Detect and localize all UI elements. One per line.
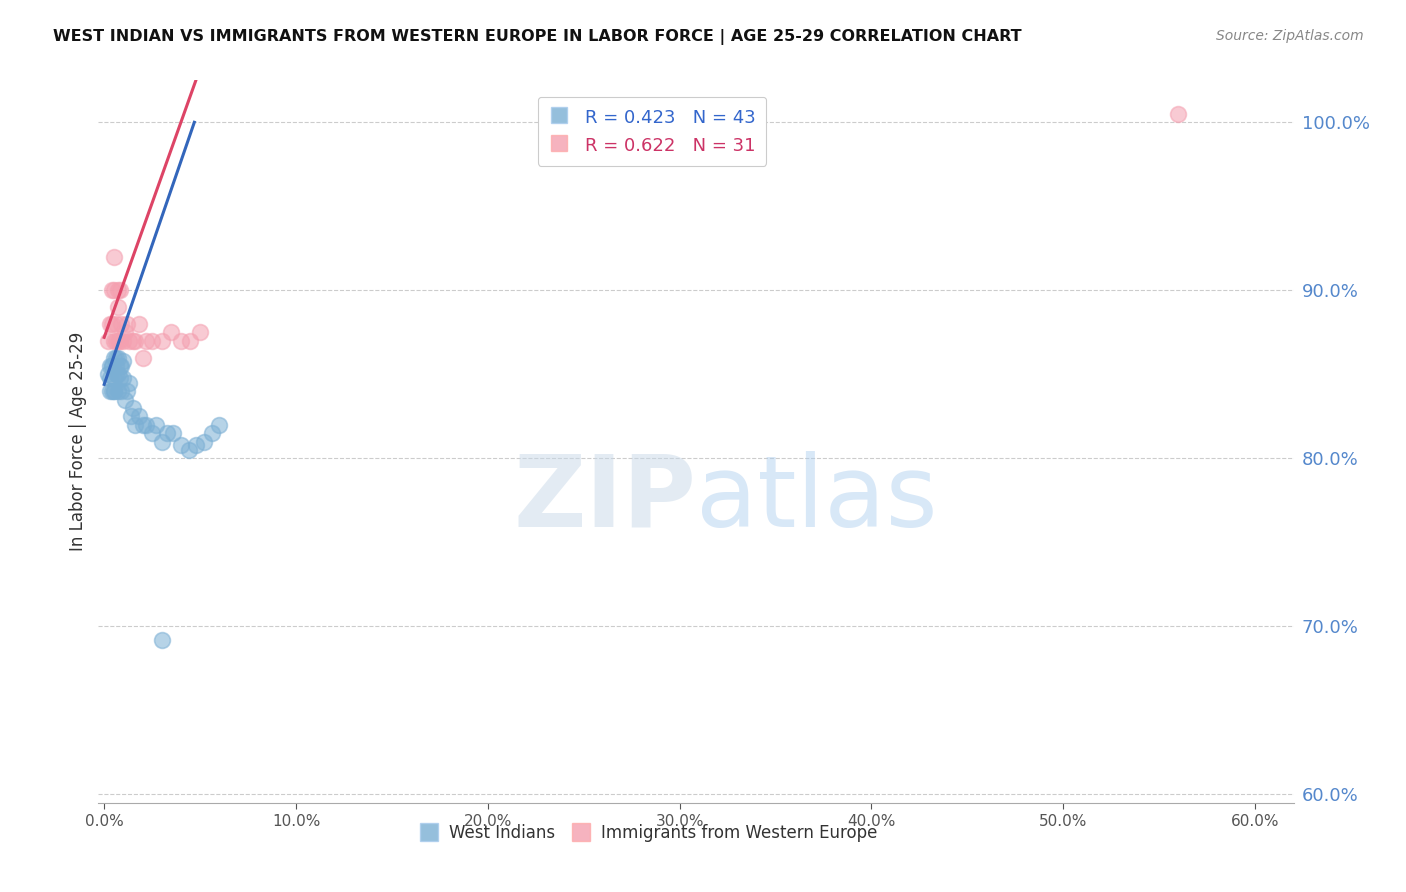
Point: [110, 384, 132, 398]
Point: [177, 442, 200, 457]
Point: [131, 351, 153, 365]
Point: [101, 359, 124, 373]
Point: [103, 384, 125, 398]
Point: [108, 359, 131, 373]
Point: [103, 283, 125, 297]
Point: [118, 376, 141, 390]
Legend: West Indians, Immigrants from Western Europe: West Indians, Immigrants from Western Eu…: [412, 817, 884, 848]
Point: [186, 438, 208, 452]
Text: ZIP: ZIP: [513, 450, 696, 548]
Point: [160, 326, 183, 340]
Point: [122, 334, 145, 348]
Point: [124, 417, 146, 432]
Point: [104, 334, 127, 348]
Point: [101, 384, 124, 398]
Point: [114, 326, 136, 340]
Point: [115, 384, 138, 398]
Point: [188, 326, 211, 340]
Point: [115, 317, 138, 331]
Text: WEST INDIAN VS IMMIGRANTS FROM WESTERN EUROPE IN LABOR FORCE | AGE 25-29 CORRELA: WEST INDIAN VS IMMIGRANTS FROM WESTERN E…: [53, 29, 1022, 45]
Point: [108, 283, 131, 297]
Text: atlas: atlas: [696, 450, 938, 548]
Point: [103, 370, 125, 384]
Point: [128, 409, 150, 424]
Point: [107, 351, 129, 365]
Point: [112, 354, 135, 368]
Point: [107, 300, 129, 314]
Point: [104, 359, 127, 373]
Point: [135, 334, 157, 348]
Point: [150, 334, 173, 348]
Point: [101, 359, 124, 373]
Point: [120, 409, 142, 424]
Point: [97, 334, 120, 348]
Point: [1167, 107, 1189, 121]
Point: [112, 334, 135, 348]
Point: [103, 334, 125, 348]
Point: [150, 632, 173, 647]
Point: [104, 317, 127, 331]
Point: [162, 426, 184, 441]
Point: [114, 392, 136, 407]
Point: [98, 370, 121, 384]
Point: [110, 317, 132, 331]
Point: [101, 283, 124, 297]
Point: [98, 317, 121, 331]
Point: [107, 283, 129, 297]
Point: [128, 317, 150, 331]
Point: [193, 434, 215, 449]
Point: [103, 250, 125, 264]
Point: [112, 370, 135, 384]
Point: [103, 384, 125, 398]
Point: [108, 370, 131, 384]
Y-axis label: In Labor Force | Age 25-29: In Labor Force | Age 25-29: [69, 332, 87, 551]
Point: [179, 334, 201, 348]
Point: [141, 334, 163, 348]
Point: [101, 317, 124, 331]
Point: [98, 359, 121, 373]
Point: [107, 384, 129, 398]
Point: [103, 351, 125, 365]
Point: [170, 334, 193, 348]
Point: [122, 401, 145, 415]
Point: [141, 426, 163, 441]
Point: [150, 434, 173, 449]
Point: [118, 334, 141, 348]
Point: [170, 438, 193, 452]
Point: [107, 334, 129, 348]
Point: [110, 359, 132, 373]
Text: Source: ZipAtlas.com: Source: ZipAtlas.com: [1216, 29, 1364, 43]
Point: [108, 334, 131, 348]
Point: [200, 426, 222, 441]
Point: [208, 417, 231, 432]
Point: [104, 351, 127, 365]
Point: [156, 426, 179, 441]
Point: [131, 417, 153, 432]
Point: [104, 368, 127, 382]
Point: [124, 334, 146, 348]
Point: [135, 417, 157, 432]
Point: [98, 384, 121, 398]
Point: [97, 368, 120, 382]
Point: [107, 368, 129, 382]
Point: [145, 417, 167, 432]
